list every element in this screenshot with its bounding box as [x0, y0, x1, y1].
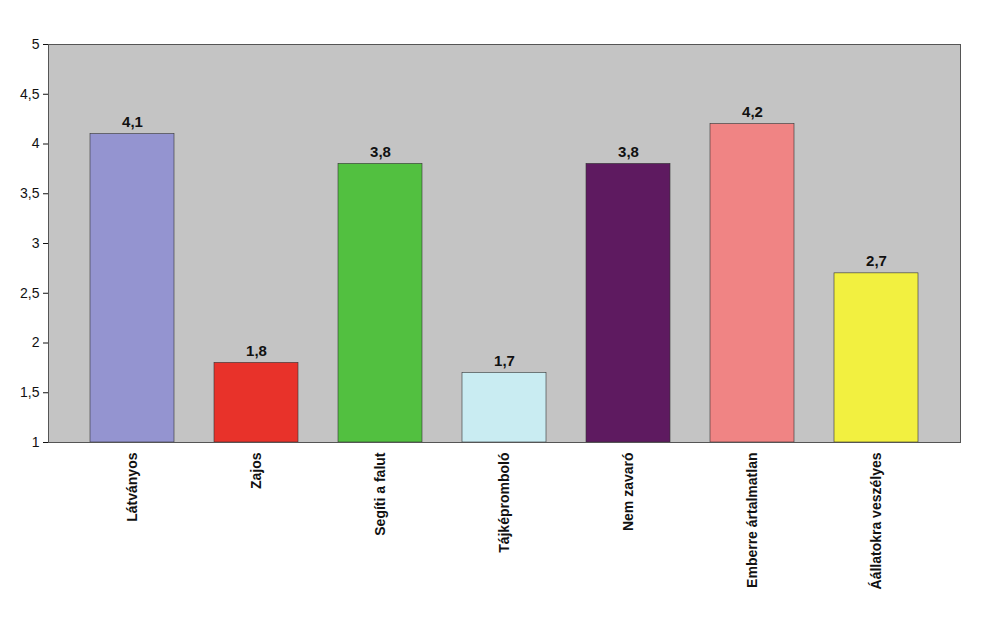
svg-text:Zajos: Zajos — [248, 452, 264, 489]
svg-text:4: 4 — [32, 135, 40, 151]
svg-text:Nem zavaró: Nem zavaró — [620, 453, 636, 532]
svg-text:4,2: 4,2 — [742, 103, 763, 120]
svg-text:1,8: 1,8 — [246, 342, 267, 359]
svg-text:Áállatokra veszélyes: Áállatokra veszélyes — [868, 452, 884, 589]
svg-text:1: 1 — [32, 434, 40, 450]
svg-text:Segíti a falut: Segíti a falut — [372, 452, 388, 536]
svg-text:2,5: 2,5 — [20, 285, 40, 301]
svg-text:Emberre ártalmatlan: Emberre ártalmatlan — [744, 453, 760, 588]
svg-text:3,5: 3,5 — [20, 185, 40, 201]
svg-text:1,7: 1,7 — [494, 352, 515, 369]
svg-text:4,1: 4,1 — [122, 113, 143, 130]
svg-text:2,7: 2,7 — [866, 252, 887, 269]
svg-text:Látványos: Látványos — [124, 452, 140, 521]
svg-text:5: 5 — [32, 36, 40, 52]
svg-text:4,5: 4,5 — [20, 86, 40, 102]
svg-text:3,8: 3,8 — [370, 143, 391, 160]
svg-text:3,8: 3,8 — [618, 143, 639, 160]
svg-text:2: 2 — [32, 334, 40, 350]
svg-text:3: 3 — [32, 235, 40, 251]
svg-text:Tájképromboló: Tájképromboló — [496, 453, 512, 553]
svg-text:1,5: 1,5 — [20, 384, 40, 400]
